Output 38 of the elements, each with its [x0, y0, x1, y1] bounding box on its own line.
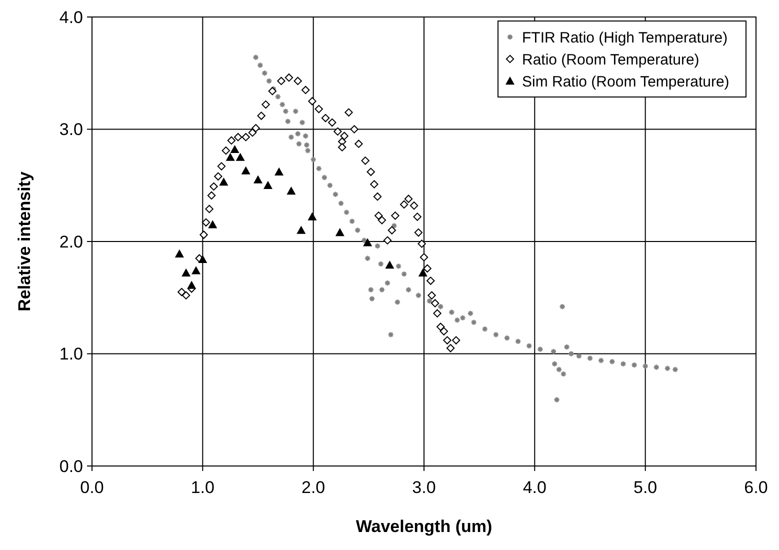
y-tick-label: 3.0 — [59, 120, 83, 140]
x-axis-title: Wavelength (um) — [356, 517, 492, 536]
x-tick-label: 0.0 — [80, 478, 104, 497]
x-tick-label: 1.0 — [190, 478, 214, 497]
x-tick-label: 6.0 — [744, 478, 768, 497]
point — [182, 268, 191, 277]
x-tick-label: 4.0 — [522, 478, 546, 497]
point — [274, 167, 284, 176]
x-tick-label: 3.0 — [412, 478, 436, 497]
point — [241, 166, 250, 174]
y-axis-title: Relative intensity — [15, 171, 34, 312]
point — [208, 220, 218, 228]
point — [230, 144, 240, 154]
point — [385, 260, 394, 269]
x-tick-label: 5.0 — [634, 478, 658, 497]
point — [263, 180, 272, 189]
y-tick-label: 4.0 — [59, 8, 83, 27]
point — [236, 152, 245, 161]
point — [254, 175, 262, 184]
legend-label: FTIR Ratio (High Temperature) — [522, 29, 728, 46]
point — [363, 238, 372, 246]
point — [308, 212, 317, 220]
point — [226, 152, 235, 161]
point — [192, 266, 201, 274]
y-tick-label: 1.0 — [59, 344, 83, 364]
point — [198, 254, 208, 264]
legend-label: Ratio (Room Temperature) — [522, 51, 700, 68]
point — [296, 226, 306, 234]
point — [418, 268, 428, 277]
point — [219, 178, 228, 186]
point — [174, 249, 184, 258]
y-tick-label: 0.0 — [59, 456, 83, 476]
point — [286, 186, 296, 195]
y-tick-label: 2.0 — [59, 232, 83, 252]
point — [335, 228, 344, 236]
x-tick-label: 2.0 — [302, 478, 326, 497]
legend-label: Sim Ratio (Room Temperature) — [522, 73, 730, 90]
point — [187, 280, 196, 289]
